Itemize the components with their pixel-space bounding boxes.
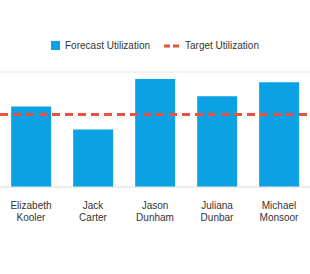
svg-text:JasonDunham: JasonDunham [136, 200, 174, 223]
svg-text:MichaelMonsoor: MichaelMonsoor [260, 200, 300, 223]
html-text:Forecast Utilization: Forecast Utilization [65, 40, 150, 51]
svg-text:ElizabethKooler: ElizabethKooler [10, 200, 51, 223]
html-text:Target Utilization: Target Utilization [185, 40, 259, 51]
svg-text:JulianaDunbar: JulianaDunbar [201, 200, 234, 223]
svg-text:JackCarter: JackCarter [79, 200, 107, 223]
